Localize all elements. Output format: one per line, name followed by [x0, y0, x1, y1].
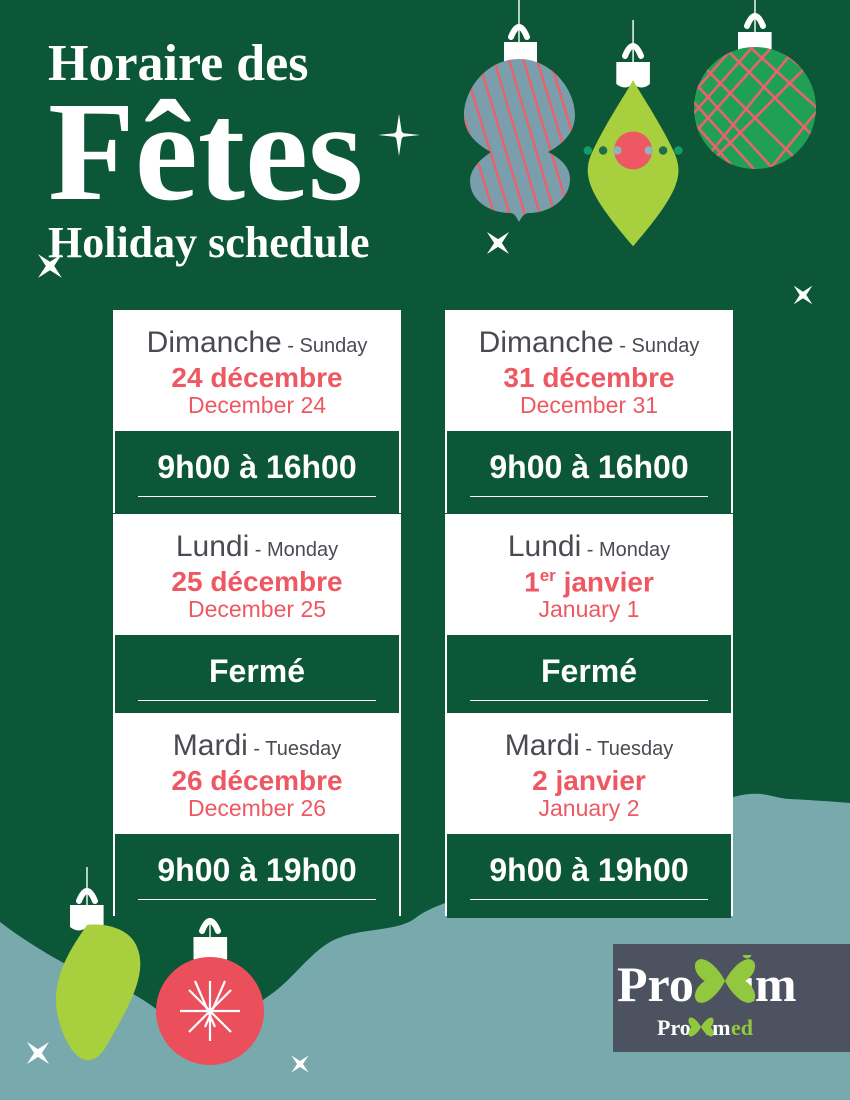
- svg-text:Pro: Pro: [657, 1015, 691, 1040]
- svg-text:Pro: Pro: [617, 956, 694, 1012]
- svg-text:ed: ed: [731, 1015, 753, 1040]
